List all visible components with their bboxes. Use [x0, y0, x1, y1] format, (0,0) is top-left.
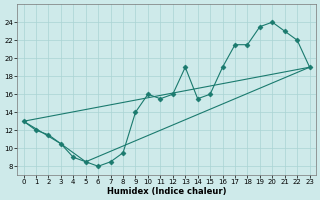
X-axis label: Humidex (Indice chaleur): Humidex (Indice chaleur)	[107, 187, 226, 196]
